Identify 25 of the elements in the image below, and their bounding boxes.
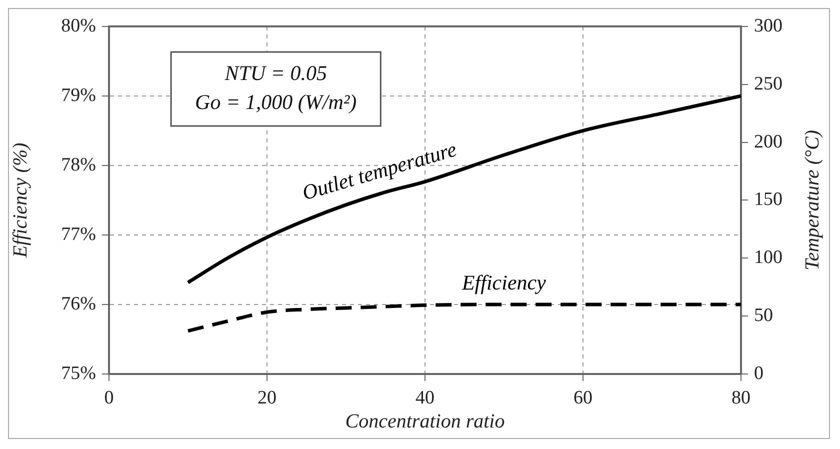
y-tick-label: 78% [61,154,96,176]
y2-tick-label: 50 [754,305,773,326]
y2-axis-title: Temperature (°C) [801,130,824,270]
y-tick-label: 79% [61,84,96,106]
annotation: Go = 1,000 (W/m²) [195,90,357,114]
y-tick-label: 76% [61,293,96,314]
y2-tick-label: 200 [754,131,782,152]
y-tick-label: 80% [61,15,96,36]
x-axis-title: Concentration ratio [345,410,505,432]
x-tick-label: 60 [574,387,592,408]
x-tick-label: 20 [258,387,276,408]
y-tick-label: 77% [61,224,96,245]
y2-tick-label: 100 [754,247,782,268]
y-axis-title: Efficiency (%) [9,142,32,259]
y2-tick-label: 0 [754,362,764,384]
x-tick-label: 0 [104,387,114,408]
y2-tick-label: 300 [754,15,782,36]
series-label: Efficiency [460,270,547,295]
annotation: NTU = 0.05 [224,60,327,85]
y-tick-label: 75% [61,362,96,384]
y2-tick-label: 250 [754,73,782,94]
line-series [186,302,741,333]
x-tick-label: 80 [732,387,750,408]
x-tick-label: 40 [416,387,434,408]
y2-tick-label: 150 [754,189,782,210]
